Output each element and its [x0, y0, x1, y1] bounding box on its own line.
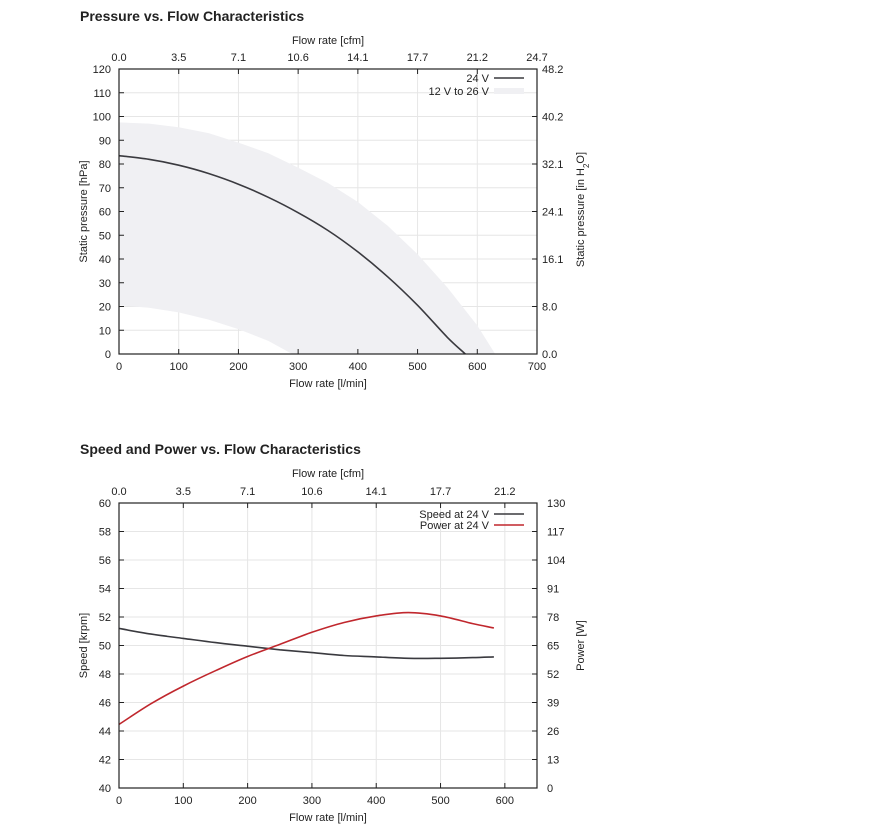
x-tick-label: 400 — [349, 361, 367, 373]
x2-tick-label: 0.0 — [111, 52, 126, 64]
y-tick-label: 90 — [99, 135, 111, 147]
y-tick-label: 44 — [99, 726, 111, 738]
x-axis-label: Flow rate [l/min] — [289, 812, 367, 824]
y2-tick-label: 40.2 — [542, 112, 563, 124]
x-tick-label: 0 — [116, 361, 122, 373]
y2-tick-label: 104 — [547, 555, 565, 567]
x2-tick-label: 24.7 — [526, 52, 547, 64]
y-tick-label: 110 — [93, 88, 111, 100]
x-tick-label: 500 — [431, 795, 449, 807]
y2-tick-label: 8.0 — [542, 302, 557, 314]
x2-axis-label: Flow rate [cfm] — [292, 468, 364, 480]
x-tick-label: 600 — [468, 361, 486, 373]
x2-tick-label: 0.0 — [111, 486, 126, 498]
x-tick-label: 200 — [229, 361, 247, 373]
y2-tick-label: 48.2 — [542, 64, 563, 76]
x-tick-label: 700 — [528, 361, 546, 373]
legend-label-band: 12 V to 26 V — [428, 86, 489, 98]
y-tick-label: 56 — [99, 555, 111, 567]
y2-tick-label: 39 — [547, 698, 559, 710]
y-tick-label: 50 — [99, 230, 111, 242]
y-tick-label: 120 — [93, 64, 111, 76]
x2-tick-label: 7.1 — [231, 52, 246, 64]
y2-tick-label: 26 — [547, 726, 559, 738]
y-tick-label: 20 — [99, 302, 111, 314]
y2-tick-label: 117 — [547, 527, 565, 539]
y2-tick-label: 78 — [547, 612, 559, 624]
x-tick-label: 300 — [289, 361, 307, 373]
y-axis-label: Static pressure [hPa] — [78, 160, 90, 262]
x2-tick-label: 17.7 — [430, 486, 451, 498]
y2-tick-label: 13 — [547, 755, 559, 767]
y2-axis-label-tail: O] — [575, 152, 587, 164]
y-tick-label: 60 — [99, 207, 111, 219]
y2-axis-label-main: Static pressure [in H — [575, 168, 587, 267]
legend-label-24v: 24 V — [466, 73, 489, 85]
x2-tick-label: 3.5 — [176, 486, 191, 498]
band-12v-26v — [119, 122, 496, 355]
y-tick-label: 80 — [99, 159, 111, 171]
y2-axis-label: Power [W] — [575, 620, 587, 671]
x-tick-label: 600 — [496, 795, 514, 807]
y-tick-label: 54 — [99, 584, 111, 596]
x-tick-label: 100 — [170, 361, 188, 373]
x-tick-label: 100 — [174, 795, 192, 807]
y-tick-label: 60 — [99, 498, 111, 510]
x2-tick-label: 7.1 — [240, 486, 255, 498]
y2-axis-label: Static pressure [in H2O] — [575, 152, 591, 267]
y2-tick-label: 0 — [547, 783, 553, 795]
y-tick-label: 0 — [105, 349, 111, 361]
y-tick-label: 42 — [99, 755, 111, 767]
y-tick-label: 48 — [99, 669, 111, 681]
y-tick-label: 46 — [99, 698, 111, 710]
y-tick-label: 100 — [93, 112, 111, 124]
y-tick-label: 30 — [99, 278, 111, 290]
x2-tick-label: 10.6 — [287, 52, 308, 64]
x2-tick-label: 21.2 — [494, 486, 515, 498]
y-tick-label: 52 — [99, 612, 111, 624]
x2-tick-label: 17.7 — [407, 52, 428, 64]
legend-swatch-band — [494, 88, 524, 94]
x2-tick-label: 14.1 — [347, 52, 368, 64]
legend-label-speed: Speed at 24 V — [419, 509, 489, 521]
x-tick-label: 200 — [238, 795, 256, 807]
y-tick-label: 58 — [99, 527, 111, 539]
x-tick-label: 0 — [116, 795, 122, 807]
y2-tick-label: 91 — [547, 584, 559, 596]
line-speed-24v — [118, 627, 494, 660]
y-tick-label: 50 — [99, 641, 111, 653]
y2-tick-label: 52 — [547, 669, 559, 681]
line-24v — [118, 154, 466, 355]
y2-tick-label: 65 — [547, 641, 559, 653]
x-tick-label: 400 — [367, 795, 385, 807]
x2-tick-label: 21.2 — [467, 52, 488, 64]
y-tick-label: 40 — [99, 254, 111, 266]
y-tick-label: 10 — [99, 325, 111, 337]
x2-tick-label: 10.6 — [301, 486, 322, 498]
x2-tick-label: 3.5 — [171, 52, 186, 64]
y-tick-label: 70 — [99, 183, 111, 195]
y2-tick-label: 16.1 — [542, 254, 563, 266]
x2-axis-label: Flow rate [cfm] — [292, 35, 364, 47]
y-tick-label: 40 — [99, 783, 111, 795]
y2-tick-label: 130 — [547, 498, 565, 510]
chart-2-title: Speed and Power vs. Flow Characteristics — [80, 441, 361, 457]
y-axis-label: Speed [krpm] — [78, 613, 90, 678]
y2-tick-label: 0.0 — [542, 349, 557, 361]
y2-axis-label-sub: 2 — [582, 163, 591, 168]
x2-tick-label: 14.1 — [366, 486, 387, 498]
y2-tick-label: 32.1 — [542, 159, 563, 171]
legend-label-power: Power at 24 V — [420, 520, 490, 532]
y2-tick-label: 24.1 — [542, 207, 563, 219]
x-axis-label: Flow rate [l/min] — [289, 378, 367, 390]
chart-1-title: Pressure vs. Flow Characteristics — [80, 8, 305, 24]
x-tick-label: 500 — [408, 361, 426, 373]
x-tick-label: 300 — [303, 795, 321, 807]
line-power-24v — [118, 611, 495, 726]
